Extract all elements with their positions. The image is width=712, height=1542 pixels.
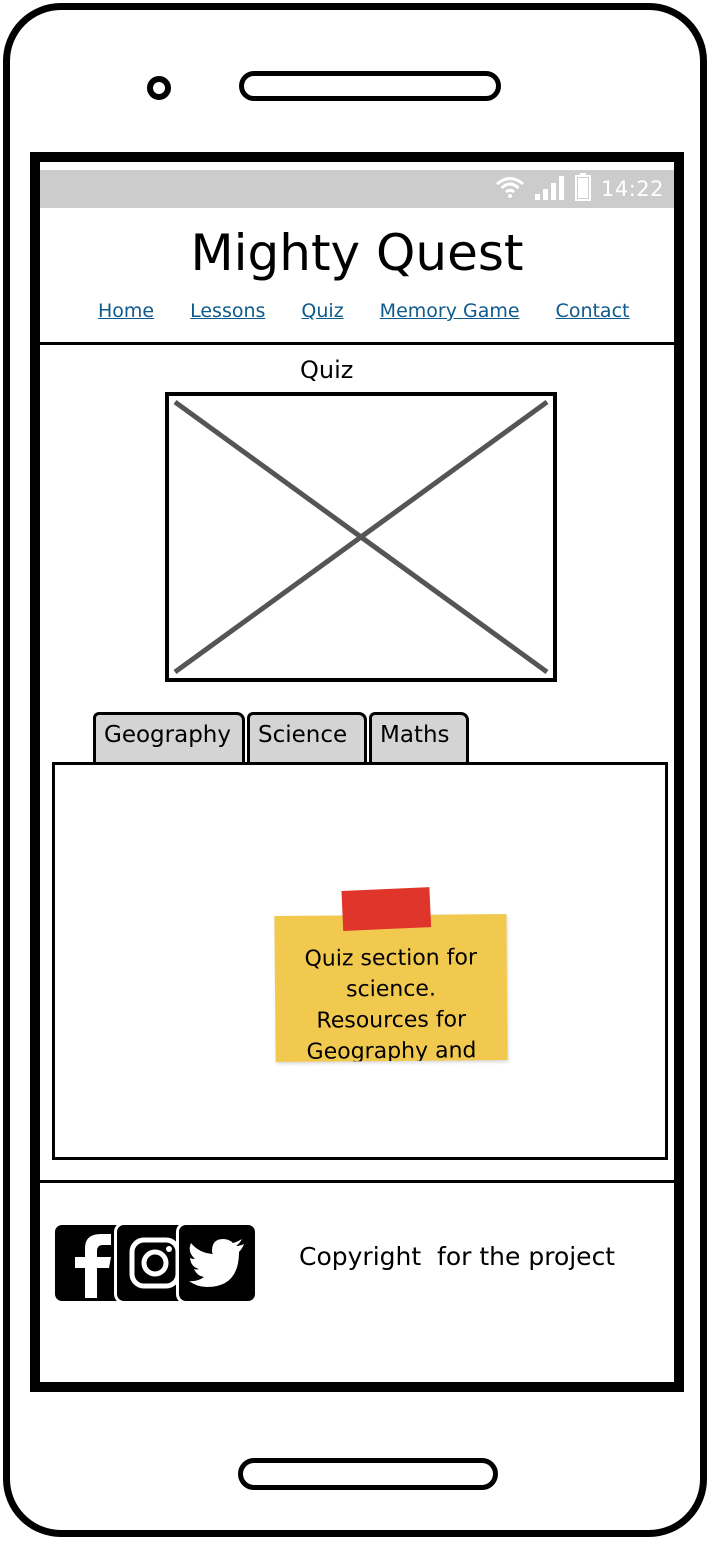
nav-link-lessons[interactable]: Lessons — [190, 300, 266, 322]
tab-label: Maths — [380, 722, 450, 748]
status-time: 14:22 — [600, 177, 664, 201]
speaker-grille — [239, 71, 501, 101]
twitter-icon[interactable] — [176, 1222, 258, 1304]
nav-link-home[interactable]: Home — [98, 300, 155, 322]
phone-screen: 14:22 Mighty Quest Home Lessons Quiz Mem… — [30, 152, 684, 1392]
camera-icon — [147, 76, 171, 100]
sticky-tape — [341, 887, 432, 931]
site-title: Mighty Quest — [190, 224, 524, 282]
tab-label: Geography — [104, 722, 231, 748]
battery-icon — [574, 173, 591, 205]
nav-link-contact[interactable]: Contact — [555, 300, 630, 322]
main-nav: Home Lessons Quiz Memory Game Contact — [98, 300, 629, 322]
nav-link-quiz[interactable]: Quiz — [301, 300, 344, 322]
wifi-icon — [495, 175, 525, 203]
nav-link-memory-game[interactable]: Memory Game — [379, 300, 520, 322]
signal-icon — [534, 174, 565, 204]
page-heading: Quiz — [300, 356, 354, 384]
sticky-note-text: Quiz section for science. Resources for … — [304, 945, 478, 1063]
footer-divider — [40, 1180, 674, 1183]
social-links — [52, 1222, 258, 1304]
tab-geography[interactable]: Geography — [93, 712, 245, 762]
copyright-text: Copyright for the project — [299, 1242, 616, 1271]
tab-science[interactable]: Science — [247, 712, 367, 762]
tab-label: Science — [258, 722, 348, 748]
tab-maths[interactable]: Maths — [369, 712, 469, 762]
header-divider — [40, 342, 674, 345]
home-button[interactable] — [238, 1458, 498, 1490]
status-bar: 14:22 — [40, 170, 674, 208]
sticky-note: Quiz section for science. Resources for … — [274, 887, 508, 1063]
tab-panel: Quiz section for science. Resources for … — [52, 762, 668, 1160]
image-placeholder — [165, 392, 557, 682]
